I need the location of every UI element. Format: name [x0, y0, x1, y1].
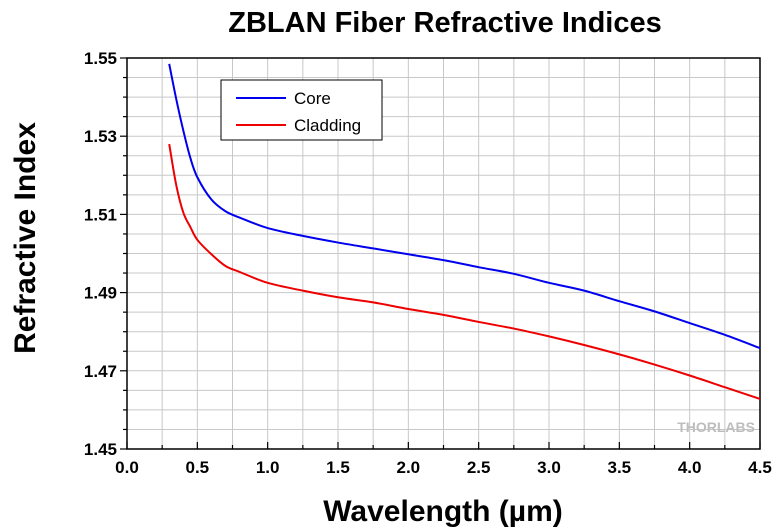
- y-axis-label: Refractive Index: [9, 122, 42, 354]
- x-tick-label: 0.5: [186, 458, 210, 477]
- legend-label-cladding: Cladding: [294, 116, 361, 135]
- series-line-cladding: [168, 143, 761, 400]
- chart-title: ZBLAN Fiber Refractive Indices: [228, 7, 662, 39]
- axis-ticks: [120, 57, 761, 450]
- series-line-core: [168, 63, 761, 350]
- y-tick-label: 1.53: [84, 127, 117, 146]
- y-tick-label: 1.49: [84, 284, 117, 303]
- x-tick-label: 2.0: [397, 458, 421, 477]
- y-tick-label: 1.45: [84, 440, 117, 459]
- legend-box: [220, 79, 383, 141]
- x-tick-label: 3.5: [608, 458, 632, 477]
- y-tick-label: 1.55: [84, 49, 117, 68]
- x-tick-label: 1.5: [326, 458, 350, 477]
- y-tick-label: 1.47: [84, 362, 117, 381]
- x-tick-label: 2.5: [467, 458, 491, 477]
- x-tick-label: 4.5: [748, 458, 772, 477]
- thorlabs-watermark: THORLABS: [677, 419, 755, 435]
- x-axis-label: Wavelength (µm): [323, 495, 563, 528]
- y-tick-label: 1.51: [84, 205, 117, 224]
- x-tick-label: 1.0: [256, 458, 280, 477]
- x-tick-label: 4.0: [678, 458, 702, 477]
- x-tick-label: 3.0: [537, 458, 561, 477]
- legend-label-core: Core: [294, 89, 331, 108]
- x-axis-tick-labels: 0.0 0.5 1.0 1.5 2.0 2.5 3.0 3.5 4.0 4.5: [115, 458, 772, 477]
- legend: Core Cladding: [220, 79, 383, 141]
- x-tick-label: 0.0: [115, 458, 139, 477]
- y-axis-tick-labels: 1.45 1.47 1.49 1.51 1.53 1.55: [84, 49, 117, 459]
- series-lines: [168, 63, 761, 400]
